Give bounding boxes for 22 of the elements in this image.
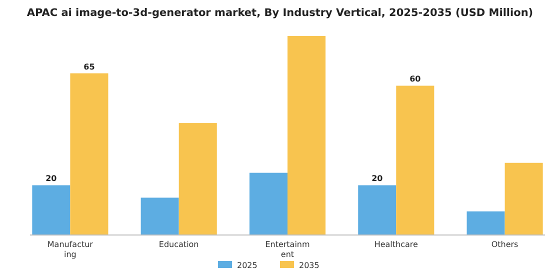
bar — [249, 172, 288, 235]
bar — [70, 73, 108, 235]
data-label: 20 — [372, 174, 384, 184]
legend-label: 2025 — [237, 261, 258, 270]
bar — [504, 162, 543, 235]
x-tick-label: Entertainment — [265, 240, 310, 259]
x-tick-label: Others — [491, 240, 518, 249]
bar — [140, 198, 179, 235]
bar — [288, 36, 326, 235]
x-tick-label: Manufacturing — [47, 240, 94, 259]
x-tick-label: Education — [158, 240, 199, 249]
data-label: 60 — [410, 74, 422, 84]
bar — [358, 185, 396, 235]
data-label: 65 — [84, 62, 96, 72]
x-tick-label: Healthcare — [374, 240, 418, 249]
bar — [178, 123, 217, 235]
chart-title: APAC ai image-to-3d-generator market, By Industry Vertical, 2025-2035 (USD Million) — [26, 7, 534, 19]
bar — [32, 185, 70, 235]
legend-label: 2035 — [299, 261, 320, 270]
data-label: 20 — [46, 174, 58, 184]
bar — [466, 211, 505, 235]
bar — [396, 86, 434, 235]
